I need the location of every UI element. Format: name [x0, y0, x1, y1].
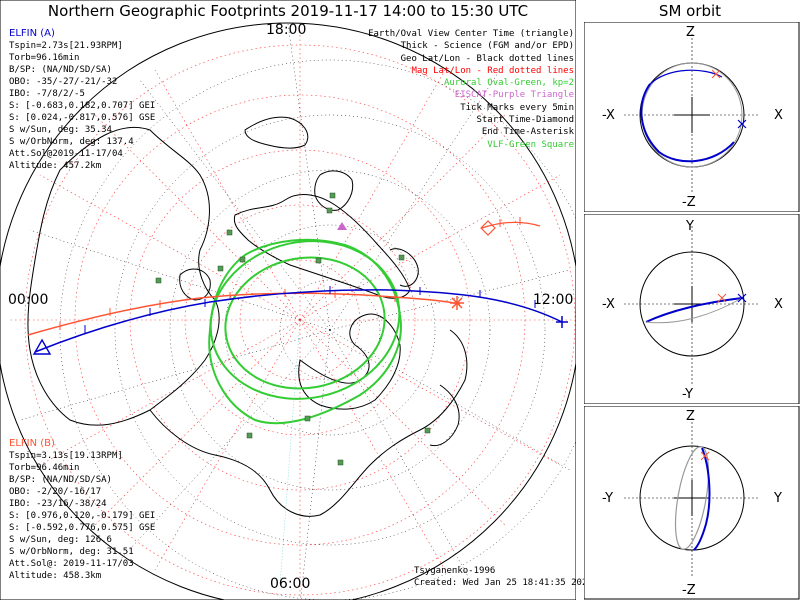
sm2-top-label: Y: [685, 219, 694, 234]
page-title: Northern Geographic Footprints 2019-11-1…: [47, 2, 529, 20]
sm3-left-label: -Y: [602, 491, 613, 506]
legend-item: Thick - Science (FGM and/or EPD): [400, 41, 574, 52]
sm-orbit-xz: Z -Z -X X: [584, 22, 800, 212]
auroral-oval: [208, 238, 402, 425]
elfin-a-track: [34, 286, 563, 353]
elfin-a-center-triangle: [32, 338, 52, 355]
sm1-left-label: -X: [602, 108, 615, 123]
mlt-label-bottom: 06:00: [270, 576, 311, 592]
elfin-a-end-marker: [556, 316, 568, 328]
legend: Earth/Oval View Center Time (triangle) T…: [368, 28, 574, 151]
geo-grid-circles: [59, 59, 576, 600]
mlt-label-top: 18:00: [266, 22, 307, 38]
elfin-b-end-asterisk: [450, 296, 464, 310]
mag-grid-meridians: [10, 30, 576, 600]
sm2-right-label: X: [774, 297, 783, 312]
geo-grid-meridians: [19, 23, 571, 600]
sm2-bottom-label: -Y: [682, 387, 693, 402]
elfin-b-start-diamond: [480, 220, 496, 236]
legend-item: End Time-Asterisk: [481, 127, 574, 138]
sm-orbit-xy: Y -Y -X X: [584, 214, 800, 404]
sm3-bottom-label: -Z: [682, 583, 696, 598]
sm-orbit-yz: Z -Z -Y Y: [584, 406, 800, 600]
sm3-top-label: Z: [686, 409, 695, 424]
legend-item: Mag Lat/Lon - Red dotted lines: [411, 65, 574, 76]
sm1-top-label: Z: [686, 25, 695, 40]
credit-model: Tsyganenko-1996: [414, 566, 496, 576]
sm2-left-label: -X: [602, 297, 615, 312]
legend-item: Earth/Oval View Center Time (triangle): [368, 29, 574, 39]
legend-item: VLF-Green Square: [487, 139, 574, 150]
vlf-squares: [155, 192, 431, 466]
eiscat-triangle: [337, 222, 347, 230]
footprint-map: [0, 0, 576, 600]
view-center-line: [279, 319, 301, 586]
sm1-right-label: X: [774, 108, 783, 123]
map-globe: [0, 22, 576, 600]
legend-item: Start Time-Diamond: [476, 115, 574, 126]
legend-item: Tick Marks every 5min: [460, 102, 574, 113]
legend-item: EISCAT-Purple Triangle: [454, 90, 574, 101]
mlt-label-right: 12:00: [533, 292, 574, 308]
sm1-bottom-label: -Z: [682, 195, 696, 210]
mlt-label-left: 00:00: [8, 292, 49, 308]
sm3-right-label: Y: [773, 491, 782, 506]
sm-orbit-title: SM orbit: [658, 2, 722, 20]
elfin-b-track: [27, 217, 541, 336]
credit-created: Created: Wed Jan 25 18:41:35 2023: [414, 578, 593, 588]
legend-item: Auroral Oval-Green, kp=2: [443, 78, 574, 89]
legend-item: Geo Lat/Lon - Black dotted lines: [400, 53, 574, 64]
